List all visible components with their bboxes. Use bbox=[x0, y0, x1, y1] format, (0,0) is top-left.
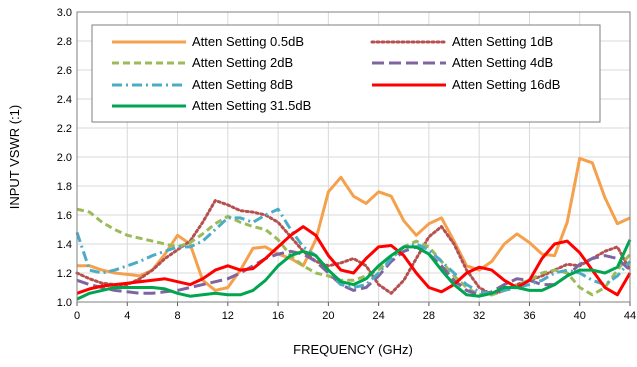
legend-label-4: Atten Setting 8dB bbox=[192, 77, 293, 92]
y-tick-label: 1.6 bbox=[57, 210, 72, 222]
legend-label-5: Atten Setting 16dB bbox=[452, 77, 560, 92]
legend: Atten Setting 0.5dB Atten Setting 1dB Atte… bbox=[91, 24, 601, 123]
y-axis-label: INPUT VSWR (:1) bbox=[7, 105, 22, 210]
series-line-4 bbox=[75, 207, 632, 295]
x-tick-label: 32 bbox=[473, 310, 485, 322]
y-tick-label: 1.2 bbox=[57, 268, 72, 280]
legend-label-2: Atten Setting 2dB bbox=[192, 55, 293, 70]
axes bbox=[76, 11, 631, 306]
x-tick-label: 12 bbox=[222, 310, 234, 322]
x-tick-label: 28 bbox=[423, 310, 435, 322]
x-tick-label: 16 bbox=[272, 310, 284, 322]
series-lines bbox=[75, 156, 632, 301]
legend-label-3: Atten Setting 4dB bbox=[452, 55, 553, 70]
x-tick-label: 36 bbox=[523, 310, 535, 322]
x-axis-label: FREQUENCY (GHz) bbox=[293, 342, 413, 357]
x-tick-label: 24 bbox=[373, 310, 385, 322]
legend-label-0: Atten Setting 0.5dB bbox=[192, 34, 304, 49]
y-tick-label: 1.0 bbox=[57, 297, 72, 309]
y-tick-label: 1.4 bbox=[57, 239, 72, 251]
series-line-0 bbox=[77, 156, 631, 292]
y-tick-label: 2.2 bbox=[57, 123, 72, 135]
x-tick-label: 20 bbox=[322, 310, 334, 322]
tick-labels: 1.0 1.2 1.4 1.6 1.8 2.0 2.2 2.4 2.6 2.8 3.0 0 4 8 12 16… bbox=[57, 7, 636, 322]
series-line-6 bbox=[76, 239, 632, 301]
x-tick-label: 4 bbox=[124, 310, 130, 322]
x-tick-label: 0 bbox=[74, 310, 80, 322]
x-tick-label: 40 bbox=[574, 310, 586, 322]
y-tick-label: 2.0 bbox=[57, 152, 72, 164]
x-tick-label: 44 bbox=[624, 310, 636, 322]
series-line-5 bbox=[76, 225, 632, 297]
y-tick-label: 3.0 bbox=[57, 7, 72, 19]
legend-label-1: Atten Setting 1dB bbox=[452, 34, 553, 49]
series-line-1 bbox=[75, 199, 632, 297]
legend-label-6: Atten Setting 31.5dB bbox=[192, 98, 311, 113]
y-tick-label: 1.8 bbox=[57, 181, 72, 193]
x-tick-label: 8 bbox=[174, 310, 180, 322]
y-tick-label: 2.4 bbox=[57, 94, 72, 106]
series-line-2 bbox=[76, 207, 632, 297]
y-tick-label: 2.6 bbox=[57, 65, 72, 77]
y-tick-label: 2.8 bbox=[57, 36, 72, 48]
plot-area-border bbox=[76, 11, 631, 303]
